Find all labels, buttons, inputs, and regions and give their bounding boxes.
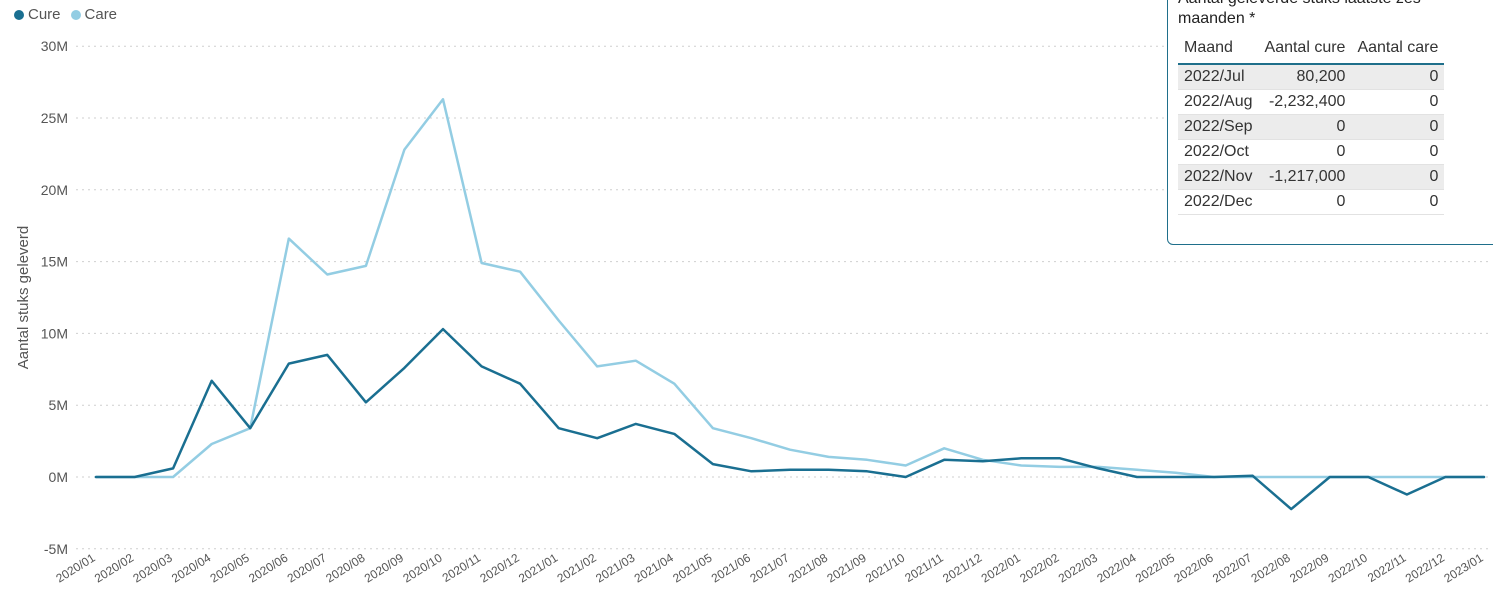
legend-item-care[interactable]: Care [70, 6, 118, 23]
table-row: 2022/Nov -1,217,000 0 [1178, 164, 1445, 190]
table-header-row: Maand Aantal cure Aantal care [1178, 33, 1445, 65]
x-tick-label: 2022/01 [979, 551, 1023, 586]
x-tick-label: 2022/12 [1403, 551, 1447, 586]
series-line-cure [94, 327, 1486, 511]
cell-care: 0 [1351, 114, 1445, 140]
cell-care: 0 [1351, 189, 1445, 215]
x-tick-label: 2021/03 [593, 551, 637, 586]
x-tick-label: 2023/01 [1441, 551, 1485, 586]
last-six-months-panel: Aantal geleverde stuks laatste zes maand… [1167, 0, 1493, 245]
table-row: 2022/Aug -2,232,400 0 [1178, 89, 1445, 115]
cell-maand: 2022/Nov [1178, 164, 1259, 190]
cell-maand: 2022/Dec [1178, 189, 1259, 215]
y-tick-label: 0M [49, 469, 68, 485]
x-tick-label: 2020/08 [323, 551, 367, 586]
cell-cure: 0 [1258, 114, 1352, 140]
x-tick-label: 2020/11 [440, 551, 484, 586]
cell-care: 0 [1351, 64, 1445, 90]
cell-cure: 0 [1258, 189, 1352, 215]
cell-cure: -1,217,000 [1258, 164, 1352, 190]
x-tick-label: 2022/09 [1287, 551, 1331, 586]
column-header-aantal-care[interactable]: Aantal care [1351, 33, 1445, 65]
y-tick-label: 5M [49, 397, 68, 413]
cell-care: 0 [1351, 89, 1445, 115]
table-row: 2022/Oct 0 0 [1178, 139, 1445, 165]
cell-maand: 2022/Jul [1178, 64, 1259, 90]
column-header-aantal-cure[interactable]: Aantal cure [1258, 33, 1352, 65]
y-tick-label: -5M [44, 541, 68, 557]
x-tick-label: 2021/04 [632, 551, 676, 586]
x-tick-label: 2021/09 [824, 551, 868, 586]
cell-cure: 0 [1258, 139, 1352, 165]
x-tick-label: 2022/02 [1017, 551, 1061, 586]
x-tick-label: 2022/03 [1056, 551, 1100, 586]
x-tick-label: 2021/01 [516, 551, 560, 586]
y-tick-label: 15M [41, 254, 68, 270]
y-axis-label: Aantal stuks geleverd [15, 226, 32, 369]
x-tick-label: 2022/06 [1171, 551, 1215, 586]
x-tick-label: 2020/03 [130, 551, 174, 586]
cell-cure: 80,200 [1258, 64, 1352, 90]
x-tick-label: 2021/11 [902, 551, 946, 586]
x-tick-label: 2020/02 [92, 551, 136, 586]
legend-label-care: Care [84, 6, 118, 23]
x-tick-label: 2020/07 [285, 551, 329, 586]
cell-care: 0 [1351, 139, 1445, 165]
cell-maand: 2022/Oct [1178, 139, 1259, 165]
y-tick-label: 20M [41, 182, 68, 198]
x-tick-label: 2020/05 [208, 551, 252, 586]
x-tick-label: 2020/04 [169, 551, 213, 586]
legend-dot-care [70, 9, 81, 20]
chart-legend: Cure Care [14, 6, 117, 23]
cell-maand: 2022/Sep [1178, 114, 1259, 140]
x-tick-label: 2022/07 [1210, 551, 1254, 586]
x-tick-label: 2021/08 [786, 551, 830, 586]
y-tick-label: 30M [41, 38, 68, 54]
x-tick-label: 2020/06 [246, 551, 290, 586]
x-tick-label: 2021/02 [555, 551, 599, 586]
legend-item-cure[interactable]: Cure [14, 6, 61, 23]
x-tick-label: 2021/12 [940, 551, 984, 586]
deliveries-table: Maand Aantal cure Aantal care 2022/Jul 8… [1178, 33, 1445, 215]
x-tick-label: 2022/05 [1133, 551, 1177, 586]
y-tick-label: 25M [41, 110, 68, 126]
cell-maand: 2022/Aug [1178, 89, 1259, 115]
x-tick-label: 2022/08 [1249, 551, 1293, 586]
x-tick-label: 2021/05 [670, 551, 714, 586]
x-tick-label: 2020/10 [400, 551, 444, 586]
table-row: 2022/Dec 0 0 [1178, 189, 1445, 215]
y-tick-label: 10M [41, 325, 68, 341]
x-tick-label: 2021/07 [747, 551, 791, 586]
column-header-maand[interactable]: Maand [1178, 33, 1259, 65]
table-row: 2022/Jul 80,200 0 [1178, 64, 1445, 90]
legend-label-cure: Cure [28, 6, 61, 23]
x-tick-label: 2020/12 [477, 551, 521, 586]
x-tick-label: 2022/10 [1326, 551, 1370, 586]
x-tick-label: 2020/09 [362, 551, 406, 586]
x-tick-label: 2021/06 [709, 551, 753, 586]
x-tick-label: 2021/10 [863, 551, 907, 586]
cell-care: 0 [1351, 164, 1445, 190]
x-tick-label: 2022/04 [1094, 551, 1138, 586]
table-row: 2022/Sep 0 0 [1178, 114, 1445, 140]
cell-cure: -2,232,400 [1258, 89, 1352, 115]
x-tick-label: 2022/11 [1365, 551, 1409, 586]
legend-dot-cure [14, 9, 24, 20]
panel-title: Aantal geleverde stuks laatste zes maand… [1178, 0, 1421, 27]
